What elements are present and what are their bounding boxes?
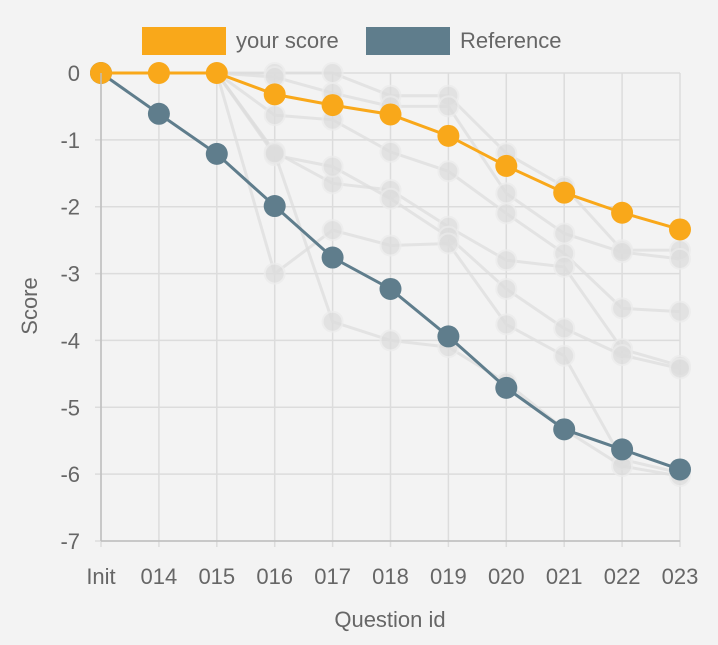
legend: your score Reference — [142, 27, 562, 55]
x-tick-label: 019 — [430, 564, 467, 589]
background-point — [553, 255, 576, 278]
reference-point — [321, 246, 344, 269]
legend-swatch-your-score — [142, 27, 226, 55]
background-point — [321, 310, 344, 333]
background-point — [669, 300, 691, 323]
background-point — [611, 297, 634, 320]
reference-point — [611, 438, 634, 461]
y-tick-label: 0 — [68, 61, 80, 86]
background-point — [553, 222, 576, 245]
y-axis-title: Score — [17, 277, 42, 334]
x-tick-label: 015 — [198, 564, 235, 589]
background-point — [437, 232, 460, 255]
y-tick-label: -1 — [60, 128, 80, 153]
main-series — [90, 62, 691, 481]
legend-label-reference: Reference — [460, 28, 562, 53]
reference-point — [205, 142, 228, 165]
background-point — [553, 344, 576, 367]
background-point — [495, 202, 518, 225]
x-tick-label: 016 — [256, 564, 293, 589]
x-tick-label: 023 — [662, 564, 699, 589]
reference-point — [147, 102, 170, 125]
your-score-point — [611, 201, 634, 224]
reference-point — [263, 195, 286, 218]
background-point — [669, 247, 691, 270]
y-tick-label: -4 — [60, 328, 80, 353]
reference-point — [495, 376, 518, 399]
x-tick-label: 021 — [546, 564, 583, 589]
your-score-point — [669, 218, 691, 241]
x-axis-title: Question id — [334, 607, 445, 632]
x-tick-label: 020 — [488, 564, 525, 589]
background-point — [263, 142, 286, 165]
background-point — [669, 357, 691, 380]
your-score-point — [553, 181, 576, 204]
your-score-point — [495, 154, 518, 177]
x-tick-label: 018 — [372, 564, 409, 589]
background-point — [495, 249, 518, 272]
y-tick-label: -6 — [60, 462, 80, 487]
background-point — [321, 219, 344, 242]
reference-point — [669, 458, 691, 481]
x-tick-label: Init — [86, 564, 115, 589]
background-point — [321, 155, 344, 178]
your-score-point — [263, 83, 286, 106]
y-tick-label: -2 — [60, 195, 80, 220]
background-point — [611, 344, 634, 367]
x-tick-label: 017 — [314, 564, 351, 589]
background-point — [321, 62, 344, 84]
your-score-point — [437, 124, 460, 147]
your-score-point — [379, 103, 402, 126]
background-point — [437, 160, 460, 183]
background-point — [495, 313, 518, 336]
background-point — [437, 95, 460, 118]
y-tick-label: -3 — [60, 262, 80, 287]
background-point — [495, 277, 518, 300]
your-score-point — [147, 62, 170, 84]
reference-point — [379, 277, 402, 300]
x-tick-label: 022 — [604, 564, 641, 589]
your-score-point — [321, 94, 344, 117]
your-score-point — [205, 62, 228, 84]
legend-swatch-reference — [366, 27, 450, 55]
background-point — [263, 262, 286, 285]
x-tick-label: 014 — [141, 564, 178, 589]
background-point — [263, 104, 286, 127]
background-point — [553, 317, 576, 340]
background-point — [611, 241, 634, 264]
reference-point — [553, 418, 576, 441]
background-point — [379, 140, 402, 163]
background-point — [379, 187, 402, 210]
legend-label-your-score: your score — [236, 28, 339, 53]
background-point — [379, 329, 402, 352]
reference-point — [437, 325, 460, 348]
y-tick-label: -5 — [60, 395, 80, 420]
y-tick-label: -7 — [60, 529, 80, 554]
background-point — [495, 182, 518, 205]
background-point — [379, 234, 402, 257]
